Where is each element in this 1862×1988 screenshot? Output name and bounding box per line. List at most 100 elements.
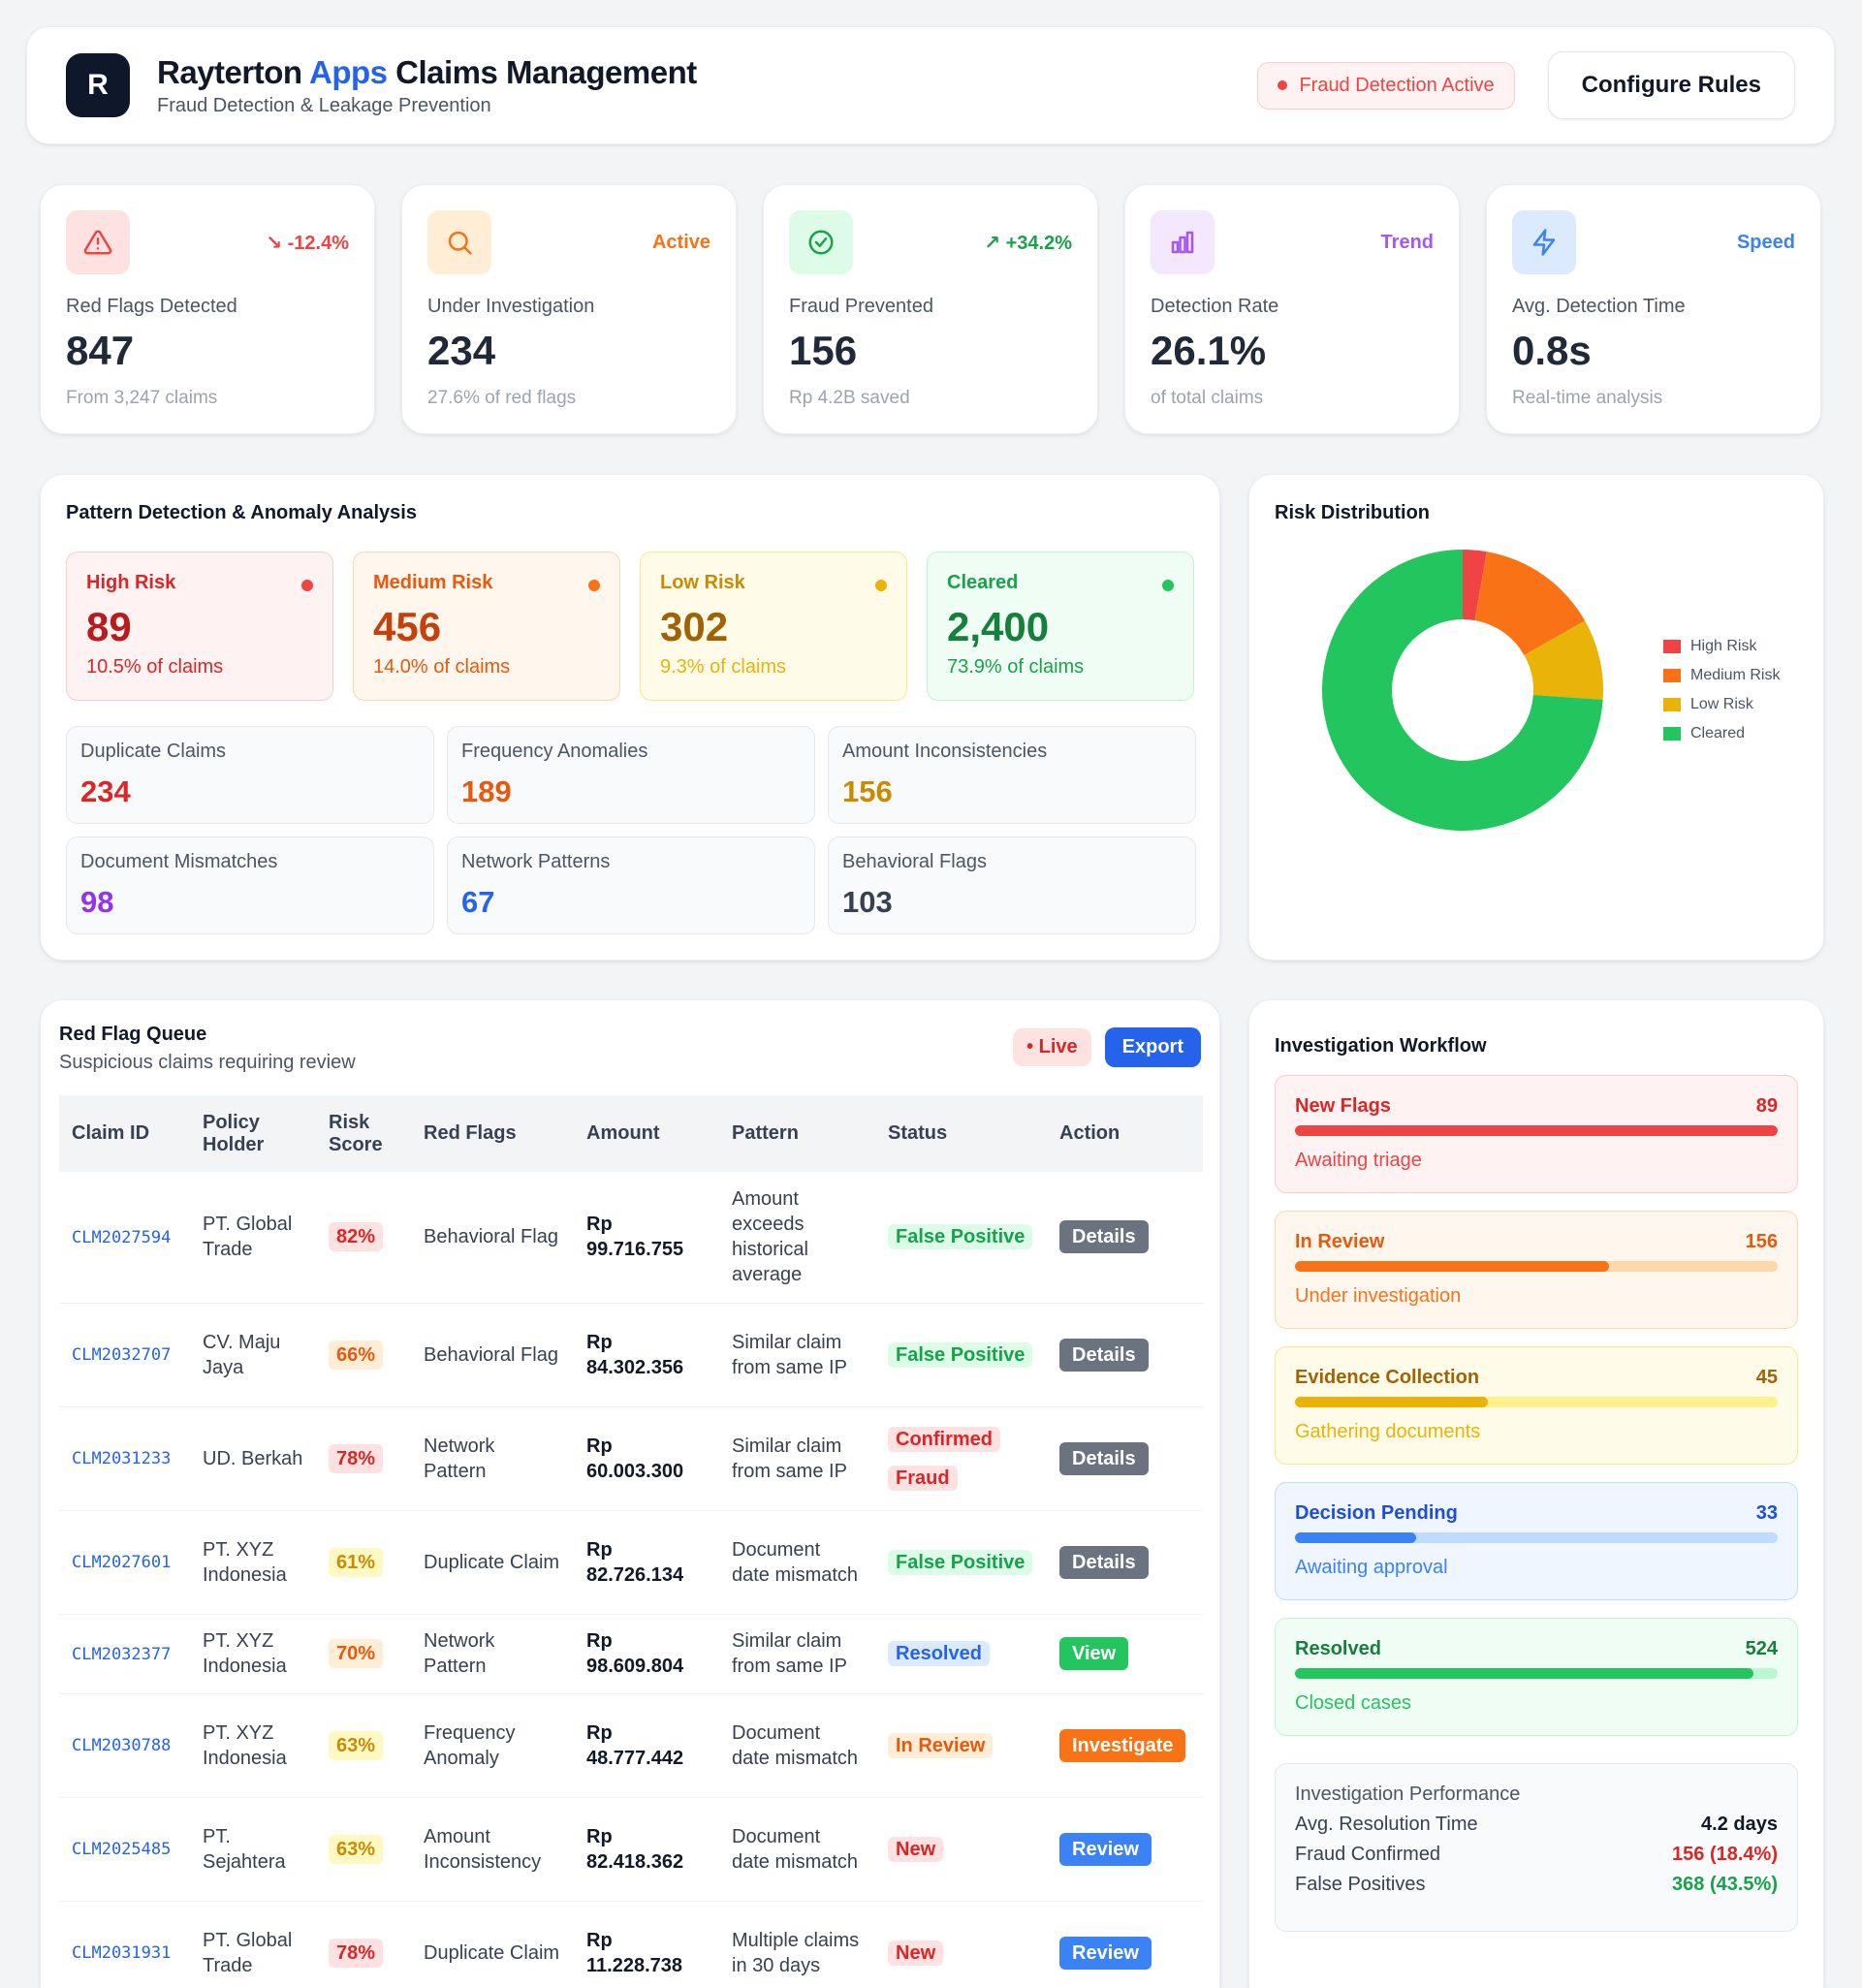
stat-label: Red Flags Detected bbox=[66, 296, 237, 317]
status-dot-icon bbox=[1278, 80, 1288, 90]
metric-duplicate-claims[interactable]: Duplicate Claims 234 bbox=[66, 726, 434, 824]
stat-sub: From 3,247 claims bbox=[66, 388, 218, 408]
red-flag-type: Frequency Anomaly bbox=[424, 1721, 516, 1769]
row-action-button[interactable]: Investigate bbox=[1059, 1728, 1186, 1762]
stat-tag: Trend bbox=[1380, 231, 1434, 253]
stage-progress-bar bbox=[1295, 1532, 1778, 1543]
row-action-button[interactable]: Details bbox=[1059, 1545, 1149, 1579]
stage-count: 45 bbox=[1755, 1367, 1778, 1388]
row-action-button[interactable]: Details bbox=[1059, 1338, 1149, 1372]
legend-item[interactable]: Low Risk bbox=[1663, 690, 1780, 719]
risk-pct: 9.3% of claims bbox=[660, 656, 787, 678]
configure-rules-button[interactable]: Configure Rules bbox=[1547, 51, 1795, 119]
pattern-description: Amount exceeds historical average bbox=[732, 1188, 808, 1286]
row-action-button[interactable]: View bbox=[1059, 1637, 1129, 1670]
risk-name: Low Risk bbox=[660, 572, 745, 593]
column-header[interactable]: Policy Holder bbox=[203, 1111, 265, 1155]
donut-slice-medium-risk[interactable] bbox=[1474, 552, 1586, 655]
workflow-stage[interactable]: Decision Pending 33 Awaiting approval bbox=[1275, 1482, 1798, 1600]
table-row[interactable]: CLM2032707 CV. Maju Jaya 66% Behavioral Fla… bbox=[59, 1303, 1203, 1407]
metric-amount-inconsistencies[interactable]: Amount Inconsistencies 156 bbox=[828, 726, 1196, 824]
claim-id-link[interactable]: CLM2027594 bbox=[72, 1227, 172, 1247]
metric-value: 98 bbox=[80, 885, 114, 919]
workflow-stage[interactable]: In Review 156 Under investigation bbox=[1275, 1211, 1798, 1329]
table-row[interactable]: CLM2031931 PT. Global Trade 78% Duplicate C… bbox=[59, 1901, 1203, 1988]
stat-label: Avg. Detection Time bbox=[1512, 296, 1686, 317]
legend-item[interactable]: High Risk bbox=[1663, 632, 1780, 661]
table-row[interactable]: CLM2031233 UD. Berkah 78% Network Pattern Rp… bbox=[59, 1406, 1203, 1511]
workflow-stage[interactable]: Resolved 524 Closed cases bbox=[1275, 1618, 1798, 1736]
pattern-description: Document date mismatch bbox=[732, 1721, 859, 1769]
risk-box-high[interactable]: High Risk 89 10.5% of claims bbox=[66, 552, 333, 701]
red-flag-type: Network Pattern bbox=[424, 1435, 495, 1482]
workflow-stage[interactable]: New Flags 89 Awaiting triage bbox=[1275, 1075, 1798, 1193]
risk-box-cleared[interactable]: Cleared 2,400 73.9% of claims bbox=[927, 552, 1194, 701]
stat-sub: of total claims bbox=[1151, 388, 1264, 408]
bar-chart-icon bbox=[1151, 210, 1215, 274]
column-header[interactable]: Status bbox=[888, 1122, 948, 1144]
risk-box-low[interactable]: Low Risk 302 9.3% of claims bbox=[640, 552, 907, 701]
column-header[interactable]: Risk Score bbox=[329, 1111, 383, 1155]
column-header[interactable]: Action bbox=[1059, 1122, 1120, 1144]
risk-value: 2,400 bbox=[947, 604, 1050, 649]
red-flag-type: Behavioral Flag bbox=[424, 1343, 558, 1366]
metric-document-mismatches[interactable]: Document Mismatches 98 bbox=[66, 836, 434, 934]
policy-holder: PT. Global Trade bbox=[203, 1929, 293, 1976]
metric-behavioral-flags[interactable]: Behavioral Flags 103 bbox=[828, 836, 1196, 934]
live-badge: • Live bbox=[1013, 1028, 1091, 1066]
metric-network-patterns[interactable]: Network Patterns 67 bbox=[447, 836, 815, 934]
status-badge: New bbox=[888, 1940, 944, 1966]
legend-item[interactable]: Cleared bbox=[1663, 719, 1780, 748]
perf-row: Avg. Resolution Time 4.2 days bbox=[1295, 1814, 1778, 1835]
status-badge: Confirmed Fraud bbox=[888, 1426, 1000, 1491]
claim-id-link[interactable]: CLM2031233 bbox=[72, 1449, 172, 1468]
claim-id-link[interactable]: CLM2032707 bbox=[72, 1345, 172, 1365]
export-button[interactable]: Export bbox=[1104, 1027, 1201, 1067]
pattern-description: Document date mismatch bbox=[732, 1825, 859, 1873]
stat-label: Under Investigation bbox=[427, 296, 595, 317]
donut-slice-cleared[interactable] bbox=[1322, 550, 1603, 831]
claim-id-link[interactable]: CLM2025485 bbox=[72, 1840, 172, 1859]
risk-score-badge: 70% bbox=[329, 1639, 384, 1668]
risk-box-medium[interactable]: Medium Risk 456 14.0% of claims bbox=[353, 552, 620, 701]
column-header[interactable]: Red Flags bbox=[424, 1122, 517, 1144]
red-flag-type: Network Pattern bbox=[424, 1630, 495, 1677]
claim-id-link[interactable]: CLM2032377 bbox=[72, 1644, 172, 1664]
column-header[interactable]: Amount bbox=[586, 1122, 660, 1144]
stage-progress-bar bbox=[1295, 1125, 1778, 1136]
row-action-button[interactable]: Details bbox=[1059, 1441, 1149, 1475]
table-row[interactable]: CLM2027594 PT. Global Trade 82% Behavioral … bbox=[59, 1172, 1203, 1304]
stat-sub: 27.6% of red flags bbox=[427, 388, 577, 408]
row-action-button[interactable]: Details bbox=[1059, 1220, 1149, 1254]
table-row[interactable]: CLM2027601 PT. XYZ Indonesia 61% Duplicate … bbox=[59, 1510, 1203, 1615]
claim-id-link[interactable]: CLM2030788 bbox=[72, 1736, 172, 1755]
table-row[interactable]: CLM2030788 PT. XYZ Indonesia 63% Frequency … bbox=[59, 1693, 1203, 1798]
donut-slice-high-risk[interactable] bbox=[1463, 550, 1487, 621]
table-row[interactable]: CLM2025485 PT. Sejahtera 63% Amount Inconsi… bbox=[59, 1797, 1203, 1902]
app-header: R Rayterton Apps Claims Management Fraud… bbox=[26, 26, 1835, 144]
legend-item[interactable]: Medium Risk bbox=[1663, 661, 1780, 690]
table-row[interactable]: CLM2032377 PT. XYZ Indonesia 70% Network Pa… bbox=[59, 1614, 1203, 1694]
metric-label: Document Mismatches bbox=[80, 851, 278, 872]
risk-score-badge: 78% bbox=[329, 1443, 384, 1473]
metric-frequency-anomalies[interactable]: Frequency Anomalies 189 bbox=[447, 726, 815, 824]
column-header[interactable]: Claim ID bbox=[72, 1122, 150, 1144]
claim-id-link[interactable]: CLM2031931 bbox=[72, 1943, 172, 1963]
column-header[interactable]: Pattern bbox=[732, 1122, 799, 1144]
stat-card-fraud-prevented: ↗ +34.2% Fraud Prevented 156 Rp 4.2B sav… bbox=[763, 184, 1098, 434]
stage-progress-fill bbox=[1295, 1532, 1416, 1543]
pattern-detection-panel: Pattern Detection & Anomaly Analysis Hig… bbox=[40, 474, 1220, 961]
status-badge: In Review bbox=[888, 1732, 994, 1758]
stat-label: Detection Rate bbox=[1151, 296, 1279, 317]
risk-dot-icon bbox=[1162, 580, 1174, 591]
donut-slice-low-risk[interactable] bbox=[1524, 620, 1603, 700]
red-flag-type: Duplicate Claim bbox=[424, 1551, 560, 1573]
stat-tag: Active bbox=[651, 231, 710, 253]
row-action-button[interactable]: Review bbox=[1059, 1936, 1152, 1970]
stat-value: 847 bbox=[66, 328, 135, 373]
legend-label: Low Risk bbox=[1690, 696, 1753, 712]
row-action-button[interactable]: Review bbox=[1059, 1832, 1152, 1866]
red-flag-type: Amount Inconsistency bbox=[424, 1825, 542, 1873]
workflow-stage[interactable]: Evidence Collection 45 Gathering documents bbox=[1275, 1346, 1798, 1465]
claim-id-link[interactable]: CLM2027601 bbox=[72, 1553, 172, 1572]
